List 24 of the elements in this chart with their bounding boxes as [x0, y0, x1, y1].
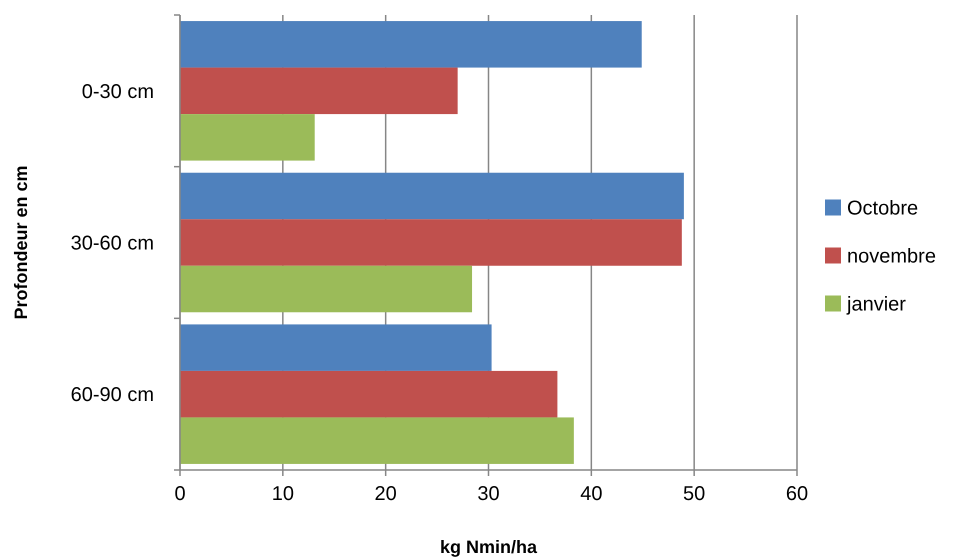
y-tick-label: 30-60 cm	[70, 232, 154, 254]
bar	[180, 114, 315, 161]
bar	[180, 21, 642, 68]
x-tick-label: 20	[374, 483, 397, 505]
x-tick-label: 50	[683, 483, 706, 505]
bar	[180, 172, 684, 220]
legend-label: novembre	[847, 246, 936, 268]
x-tick-label: 30	[477, 483, 500, 505]
bar	[180, 219, 682, 266]
bar	[180, 266, 472, 312]
bar	[180, 417, 574, 464]
x-tick-label: 10	[272, 483, 294, 505]
x-tick-label: 0	[174, 483, 186, 505]
y-tick-label: 60-90 cm	[70, 384, 154, 406]
x-tick-label: 60	[786, 483, 808, 505]
legend-label: janvier	[846, 294, 906, 316]
y-axis-title: Profondeur en cm	[11, 165, 31, 320]
x-tick-label: 40	[580, 483, 602, 505]
bar	[180, 324, 492, 371]
legend-label: Octobre	[847, 198, 918, 220]
bar	[180, 370, 558, 418]
y-tick-label: 0-30 cm	[82, 80, 154, 103]
bar	[180, 68, 458, 114]
x-axis-title: kg Nmin/ha	[440, 537, 538, 557]
